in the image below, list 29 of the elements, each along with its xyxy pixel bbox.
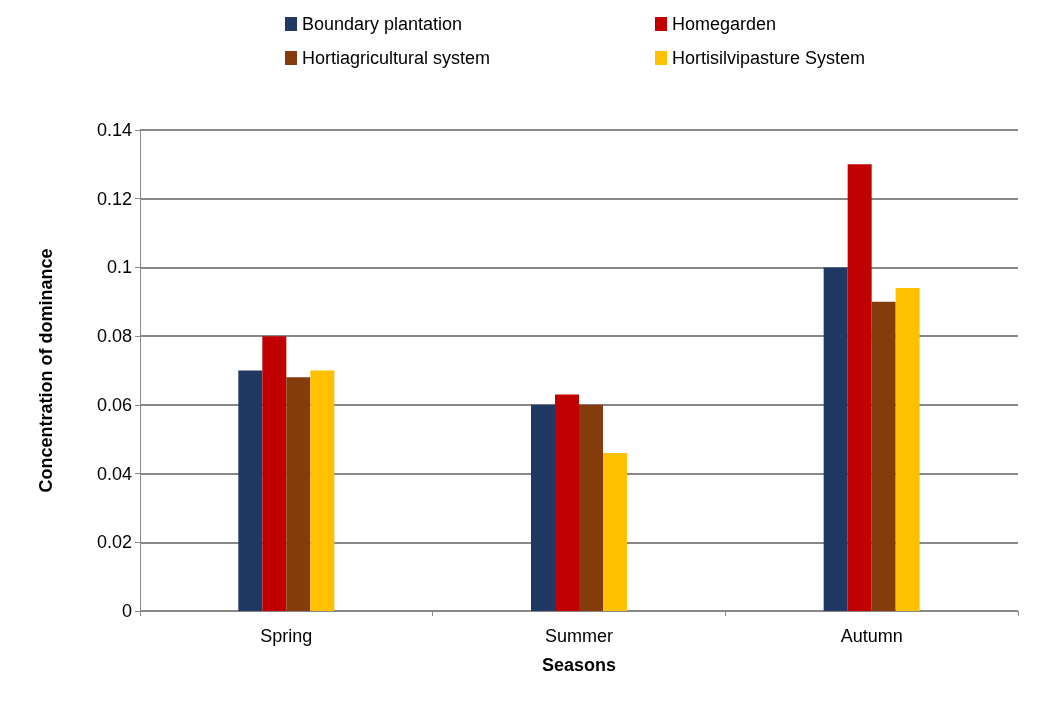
legend-label: Homegarden [672,14,777,34]
y-tick-label: 0.1 [106,257,132,278]
legend-label: Boundary plantation [302,14,463,34]
y-tick-label: 0.06 [96,394,132,415]
bar [555,394,579,611]
legend-label: Hortisilvipasture System [672,48,866,68]
bar [262,336,287,611]
bar [871,301,896,611]
bar [823,267,848,611]
y-tick-label: 0.12 [96,188,132,209]
y-tick-label: 0.02 [96,532,132,553]
legend-label: Hortiagricultural system [302,48,491,68]
bar [531,404,555,611]
x-axis-title: Seasons [541,655,617,675]
y-tick-label: 0 [121,601,132,621]
bar [310,370,335,611]
bar [603,452,627,611]
x-tick-label: Summer [544,626,614,646]
y-tick-label: 0.04 [96,463,132,484]
x-tick-label: Spring [260,626,313,646]
bar [895,288,920,611]
bar [286,377,311,611]
x-tick-label: Autumn [840,626,903,646]
bar [847,164,872,611]
bar [579,404,603,611]
bar [238,370,263,611]
y-tick-label: 0.14 [96,120,132,140]
y-tick-label: 0.08 [96,326,132,347]
y-axis-title: Concentration of dominance [36,248,56,493]
